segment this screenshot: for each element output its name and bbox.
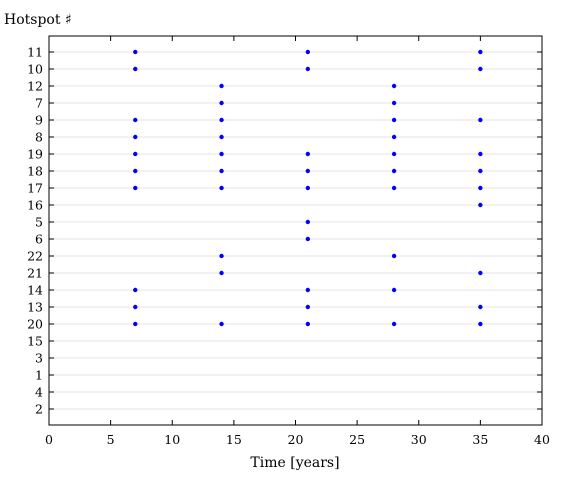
data-point: [219, 321, 224, 327]
x-tick-label: 40: [534, 432, 550, 447]
x-axis-label: Time [years]: [250, 455, 339, 471]
data-point: [305, 219, 311, 225]
data-point: [133, 134, 138, 140]
x-tick-label: 0: [45, 432, 53, 447]
data-point: [478, 270, 483, 276]
data-point: [478, 66, 483, 72]
plot-frame: [48, 35, 543, 426]
y-tick-label: 7: [35, 96, 43, 111]
data-point: [133, 168, 138, 174]
data-point: [219, 168, 224, 174]
data-point: [305, 321, 311, 327]
data-point: [391, 134, 397, 140]
data-point: [133, 304, 138, 310]
data-point: [478, 49, 483, 55]
y-tick-label: 6: [35, 232, 43, 247]
data-point: [133, 117, 138, 123]
data-point: [478, 321, 483, 327]
y-axis-label: Hotspot ♯: [4, 12, 72, 28]
data-point: [133, 185, 138, 191]
x-tick-label: 30: [411, 432, 427, 447]
y-tick-label: 3: [35, 351, 43, 366]
data-point: [391, 151, 397, 157]
data-point: [391, 117, 397, 123]
y-tick-label: 15: [27, 334, 43, 349]
data-point: [305, 66, 311, 72]
data-point: [305, 151, 311, 157]
y-tick-label: 13: [27, 300, 43, 315]
data-point: [305, 287, 311, 293]
x-tick-label: 15: [226, 432, 242, 447]
y-tick-label: 17: [27, 181, 43, 196]
x-tick-label: 25: [349, 432, 365, 447]
data-point: [133, 321, 138, 327]
y-tick-label: 16: [27, 198, 43, 213]
y-tick-label: 2: [35, 402, 43, 417]
y-tick-label: 9: [35, 113, 43, 128]
data-point: [391, 100, 397, 106]
data-point: [478, 202, 483, 208]
data-point: [133, 49, 138, 55]
x-tick-label: 5: [107, 432, 115, 447]
data-point: [305, 236, 311, 242]
data-point: [219, 117, 224, 123]
data-point: [219, 134, 224, 140]
y-tick-label: 14: [27, 283, 43, 298]
y-tick-label: 1: [35, 368, 43, 383]
gridlines: [49, 51, 542, 410]
y-tick-label: 4: [35, 385, 43, 400]
y-tick-label: 21: [27, 266, 43, 281]
data-point: [219, 185, 224, 191]
data-point: [391, 185, 397, 191]
data-point: [305, 185, 311, 191]
y-tick-label: 22: [27, 249, 43, 264]
y-tick-label: 12: [27, 79, 43, 94]
y-tick-label: 20: [27, 317, 43, 332]
axis-ticks: [48, 36, 543, 425]
data-point: [219, 83, 224, 89]
data-point: [305, 304, 311, 310]
data-point: [219, 253, 224, 259]
x-tick-label: 10: [164, 432, 180, 447]
y-tick-label: 19: [27, 147, 43, 162]
data-point: [478, 304, 483, 310]
data-point: [478, 117, 483, 123]
data-point: [478, 168, 483, 174]
y-tick-label: 8: [35, 130, 43, 145]
data-point: [391, 83, 397, 89]
data-points: [133, 49, 483, 327]
data-point: [391, 321, 397, 327]
y-tick-label: 18: [27, 164, 43, 179]
data-point: [305, 49, 311, 55]
y-tick-label: 5: [35, 215, 43, 230]
data-point: [391, 287, 397, 293]
data-point: [219, 151, 224, 157]
data-point: [391, 253, 397, 259]
y-tick-label: 10: [27, 62, 43, 77]
data-point: [305, 168, 311, 174]
x-tick-labels: 0 5 10 15 20 25 30 35 40: [45, 432, 550, 447]
y-tick-label: 11: [27, 45, 43, 60]
data-point: [219, 100, 224, 106]
x-tick-label: 20: [288, 432, 304, 447]
data-point: [219, 270, 224, 276]
data-point: [133, 151, 138, 157]
data-point: [133, 66, 138, 72]
data-point: [478, 151, 483, 157]
data-point: [478, 185, 483, 191]
x-tick-label: 35: [472, 432, 488, 447]
data-point: [133, 287, 138, 293]
data-point: [391, 168, 397, 174]
